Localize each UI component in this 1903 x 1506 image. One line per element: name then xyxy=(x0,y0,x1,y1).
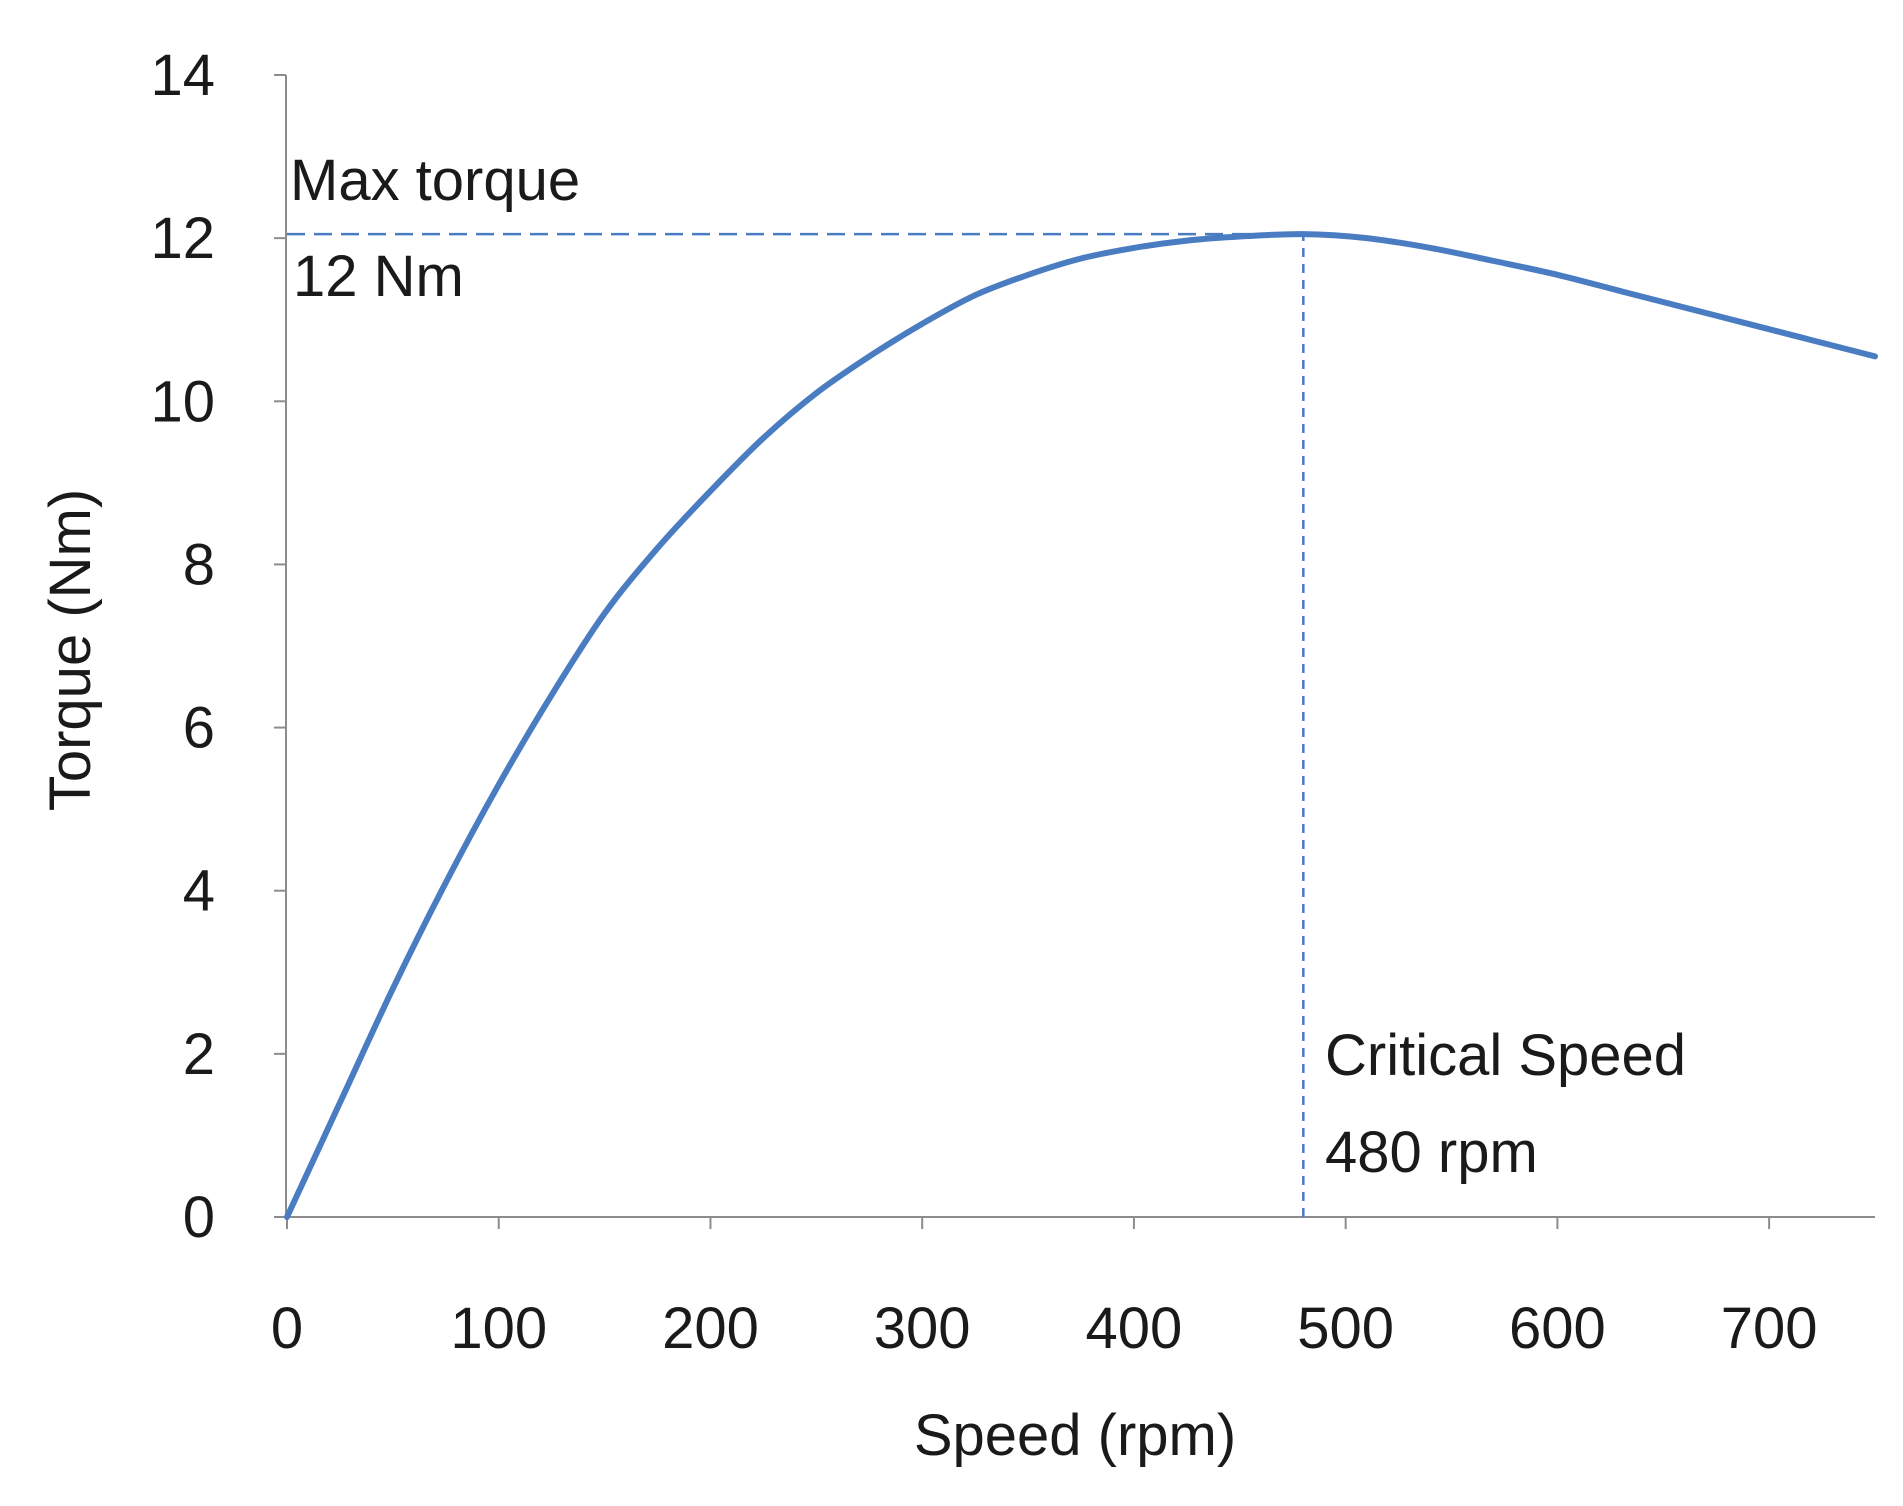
critical-speed-value: 480 rpm xyxy=(1325,1120,1538,1185)
x-tick-label-400: 400 xyxy=(1086,1296,1183,1361)
y-tick-label-14: 14 xyxy=(150,43,215,108)
axis-titles: Speed (rpm) Torque (Nm) xyxy=(38,489,1236,1468)
max-torque-value: 12 Nm xyxy=(293,244,464,309)
max-torque-label: Max torque xyxy=(290,148,580,213)
x-tick-label-100: 100 xyxy=(450,1296,547,1361)
reference-lines xyxy=(287,232,1305,1217)
x-tick-label-500: 500 xyxy=(1297,1296,1394,1361)
y-tick-label-10: 10 xyxy=(150,369,215,434)
axes: 0 2 4 6 8 10 12 14 0 100 200 300 400 500 600 700 xyxy=(150,43,1875,1361)
x-axis-title: Speed (rpm) xyxy=(914,1403,1236,1468)
series-group xyxy=(284,231,1878,1220)
x-tick-label-0: 0 xyxy=(271,1296,303,1361)
y-tick-label-12: 12 xyxy=(150,206,215,271)
y-tick-label-6: 6 xyxy=(183,696,215,761)
x-tick-label-600: 600 xyxy=(1509,1296,1606,1361)
x-tick-label-300: 300 xyxy=(874,1296,971,1361)
x-tick-label-700: 700 xyxy=(1721,1296,1818,1361)
series-line-0 xyxy=(284,231,1878,1220)
y-tick-label-0: 0 xyxy=(183,1185,215,1250)
x-tick-label-200: 200 xyxy=(662,1296,759,1361)
annotations: Max torque 12 Nm Critical Speed 480 rpm xyxy=(290,148,1686,1185)
critical-speed-label: Critical Speed xyxy=(1325,1023,1686,1088)
y-axis-title: Torque (Nm) xyxy=(38,489,103,811)
y-tick-label-8: 8 xyxy=(183,532,215,597)
y-tick-label-2: 2 xyxy=(183,1022,215,1087)
y-tick-label-4: 4 xyxy=(183,859,215,924)
